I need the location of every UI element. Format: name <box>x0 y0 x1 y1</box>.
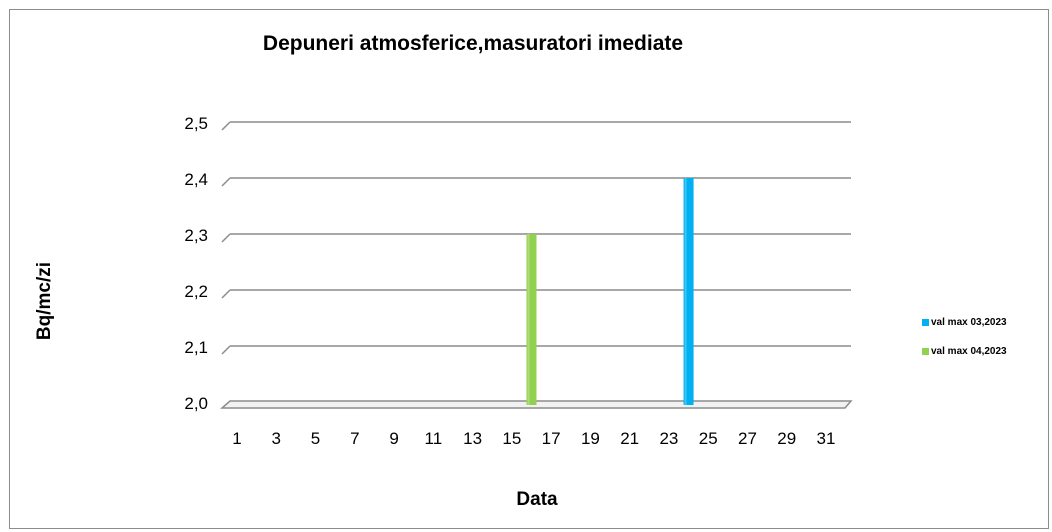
x-axis-label-text: Data <box>516 489 558 510</box>
x-tick-label-10: 21 <box>620 429 639 448</box>
x-tick-label-9: 19 <box>581 429 600 448</box>
x-tick-label-6: 13 <box>463 429 482 448</box>
x-tick-label-0: 1 <box>232 429 241 448</box>
gridline-tick-2 <box>221 289 231 299</box>
gridline-tick-4 <box>221 177 231 187</box>
x-tick-label-2: 5 <box>311 429 320 448</box>
y-tick-label-0: 2,0 <box>184 394 208 413</box>
legend-item-series-2: val max 04,2023 <box>922 345 1007 358</box>
x-tick-label-12: 25 <box>699 429 718 448</box>
x-tick-label-1: 3 <box>272 429 281 448</box>
legend-swatch-series-2 <box>922 348 929 355</box>
legend-label-series-2: val max 04,2023 <box>931 346 1007 357</box>
x-axis-label: Data <box>0 489 1052 511</box>
y-tick-label-1: 2,1 <box>184 338 208 357</box>
x-tick-label-13: 27 <box>738 429 757 448</box>
bar-series-1-0 <box>683 178 694 405</box>
legend: val max 03,2023 val max 04,2023 <box>922 316 1007 374</box>
legend-swatch-series-1 <box>922 319 929 326</box>
chart-title: Depuneri atmosferice,masuratori imediate <box>262 32 684 55</box>
bar-highlight-series-1-0 <box>684 178 687 405</box>
x-tick-label-7: 15 <box>502 429 521 448</box>
x-tick-label-3: 7 <box>350 429 359 448</box>
x-tick-label-11: 23 <box>659 429 678 448</box>
y-tick-label-4: 2,4 <box>184 170 208 189</box>
y-tick-label-5: 2,5 <box>184 114 208 133</box>
y-tick-label-3: 2,3 <box>184 226 208 245</box>
bar-highlight-series-2-0 <box>527 234 530 405</box>
x-tick-label-8: 17 <box>542 429 561 448</box>
gridline-tick-3 <box>221 233 231 243</box>
bar-series-2-0 <box>526 234 537 405</box>
x-tick-label-14: 29 <box>777 429 796 448</box>
y-tick-label-2: 2,2 <box>184 282 208 301</box>
legend-item-series-1: val max 03,2023 <box>922 316 1007 329</box>
gridline-tick-5 <box>221 121 231 131</box>
x-tick-label-5: 11 <box>425 429 443 448</box>
x-tick-label-4: 9 <box>389 429 398 448</box>
legend-label-series-1: val max 03,2023 <box>931 317 1007 328</box>
gridline-tick-1 <box>221 345 231 355</box>
x-tick-label-15: 31 <box>817 429 836 448</box>
